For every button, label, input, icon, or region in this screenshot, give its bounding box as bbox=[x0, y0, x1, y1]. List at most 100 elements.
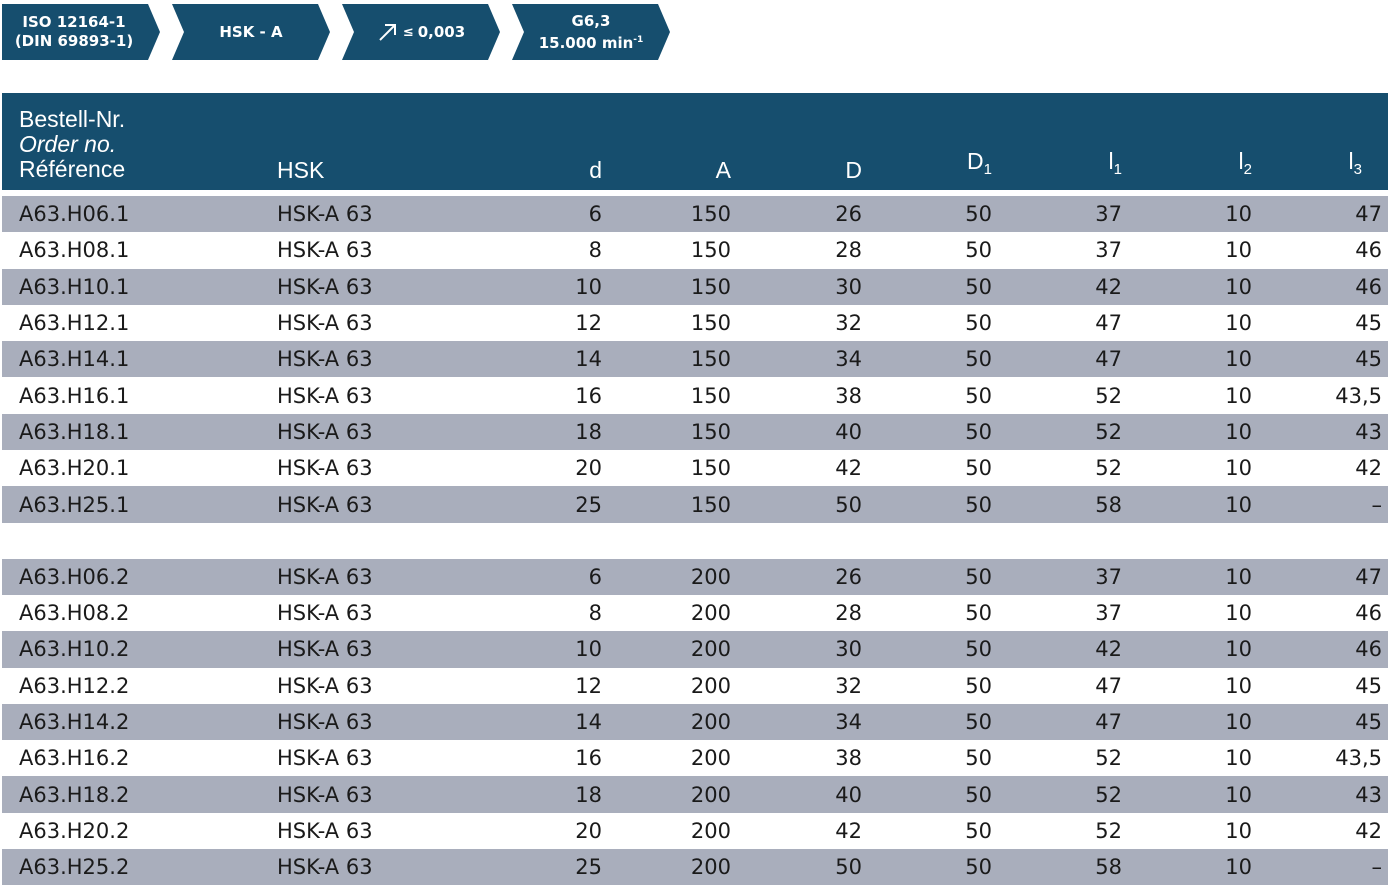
cell-l2: 10 bbox=[1225, 383, 1252, 408]
table-row: A63.H08.2 HSK-A 63 8 200 28 50 37 10 46 bbox=[2, 595, 1388, 631]
cell-D1: 50 bbox=[965, 492, 992, 517]
balance-badge: G6,3 15.000 min-1 bbox=[512, 4, 670, 60]
cell-D: 40 bbox=[835, 782, 862, 807]
cell-D1: 50 bbox=[965, 782, 992, 807]
cell-l2: 10 bbox=[1225, 274, 1252, 299]
cell-l3: 46 bbox=[1355, 274, 1382, 299]
cell-hsk: HSK-A 63 bbox=[277, 782, 373, 807]
runout-symbol: ≤ bbox=[402, 24, 414, 40]
standard-line2: (DIN 69893-1) bbox=[14, 32, 134, 50]
cell-hsk: HSK-A 63 bbox=[277, 456, 373, 481]
cell-l1: 37 bbox=[1095, 238, 1122, 263]
cell-order-no: A63.H10.1 bbox=[19, 274, 130, 299]
cell-hsk: HSK-A 63 bbox=[277, 274, 373, 299]
table-row: A63.H14.1 HSK-A 63 14 150 34 50 47 10 45 bbox=[2, 341, 1388, 378]
cell-A: 200 bbox=[690, 818, 731, 843]
cell-A: 200 bbox=[690, 782, 731, 807]
cell-D: 30 bbox=[835, 274, 862, 299]
table-row: A63.H12.1 HSK-A 63 12 150 32 50 47 10 45 bbox=[2, 305, 1388, 341]
cell-d: 10 bbox=[575, 274, 602, 299]
cell-D1: 50 bbox=[965, 673, 992, 698]
cell-D: 30 bbox=[835, 637, 862, 662]
cell-hsk: HSK-A 63 bbox=[277, 202, 373, 227]
cell-l1: 47 bbox=[1095, 673, 1122, 698]
cell-A: 200 bbox=[690, 710, 731, 734]
cell-l2: 10 bbox=[1225, 637, 1252, 662]
cell-l1: 52 bbox=[1095, 419, 1122, 444]
cell-order-no: A63.H14.1 bbox=[19, 347, 130, 372]
cell-l3: 45 bbox=[1355, 347, 1382, 372]
cell-order-no: A63.H10.2 bbox=[19, 637, 130, 662]
cell-l2: 10 bbox=[1225, 782, 1252, 807]
cell-A: 150 bbox=[690, 383, 731, 408]
cell-A: 200 bbox=[690, 855, 731, 880]
table-row: A63.H08.1 HSK-A 63 8 150 28 50 37 10 46 bbox=[2, 232, 1388, 268]
cell-D1: 50 bbox=[965, 746, 992, 771]
table-row: A63.H25.2 HSK-A 63 25 200 50 50 58 10 – bbox=[2, 849, 1388, 886]
cell-l3: – bbox=[1371, 855, 1383, 880]
cell-d: 14 bbox=[575, 347, 602, 372]
cell-A: 200 bbox=[690, 564, 731, 589]
header-order-no: Bestell-Nr. Order no. Référence bbox=[19, 106, 126, 182]
cell-l1: 58 bbox=[1095, 855, 1122, 880]
cell-d: 16 bbox=[575, 383, 602, 408]
cell-A: 150 bbox=[690, 238, 731, 263]
cell-A: 200 bbox=[690, 673, 731, 698]
cell-l2: 10 bbox=[1225, 419, 1252, 444]
cell-D1: 50 bbox=[965, 383, 992, 408]
cell-A: 150 bbox=[690, 311, 731, 336]
cell-D1: 50 bbox=[965, 238, 992, 263]
cell-D1: 50 bbox=[965, 419, 992, 444]
cell-l1: 42 bbox=[1095, 274, 1122, 299]
cell-l3: 43,5 bbox=[1335, 746, 1382, 771]
cell-D1: 50 bbox=[965, 456, 992, 481]
cell-A: 150 bbox=[690, 347, 731, 372]
cell-l1: 52 bbox=[1095, 818, 1122, 843]
cell-D1: 50 bbox=[965, 347, 992, 372]
table-row: A63.H25.1 HSK-A 63 25 150 50 50 58 10 – bbox=[2, 486, 1388, 523]
header-d: d bbox=[589, 157, 602, 183]
table-group-200: A63.H06.2 HSK-A 63 6 200 26 50 37 10 47 A63.H08.2… bbox=[2, 558, 1388, 886]
cell-l2: 10 bbox=[1225, 347, 1252, 372]
cell-l3: 45 bbox=[1355, 673, 1382, 698]
runout-arrow-icon bbox=[377, 21, 399, 43]
cell-hsk: HSK-A 63 bbox=[277, 238, 373, 263]
table-row: A63.H16.1 HSK-A 63 16 150 38 50 52 10 43,5 bbox=[2, 377, 1388, 413]
cell-order-no: A63.H16.1 bbox=[19, 383, 130, 408]
header-D: D bbox=[845, 157, 862, 183]
cell-l3: 47 bbox=[1355, 202, 1382, 227]
cell-d: 25 bbox=[575, 492, 602, 517]
cell-l3: 43 bbox=[1355, 419, 1382, 444]
cell-order-no: A63.H25.1 bbox=[19, 492, 130, 517]
cell-order-no: A63.H12.2 bbox=[19, 673, 130, 698]
cell-hsk: HSK-A 63 bbox=[277, 637, 373, 662]
cell-l2: 10 bbox=[1225, 601, 1252, 626]
table-row: A63.H10.1 HSK-A 63 10 150 30 50 42 10 46 bbox=[2, 268, 1388, 305]
cell-l1: 37 bbox=[1095, 202, 1122, 227]
cell-l3: 42 bbox=[1355, 818, 1382, 843]
cell-l3: 43 bbox=[1355, 782, 1382, 807]
cell-l2: 10 bbox=[1225, 456, 1252, 481]
cell-D: 28 bbox=[835, 238, 862, 263]
cell-order-no: A63.H06.1 bbox=[19, 202, 130, 227]
header-l3: l3 bbox=[1348, 148, 1362, 178]
table-row: A63.H16.2 HSK-A 63 16 200 38 50 52 10 43,5 bbox=[2, 740, 1388, 776]
table-group-150: A63.H06.1 HSK-A 63 6 150 26 50 37 10 47 A63.H08.1… bbox=[2, 196, 1388, 523]
cell-hsk: HSK-A 63 bbox=[277, 746, 373, 771]
cell-l2: 10 bbox=[1225, 202, 1252, 227]
cell-d: 12 bbox=[575, 673, 602, 698]
cell-d: 10 bbox=[575, 637, 602, 662]
cell-d: 6 bbox=[588, 564, 602, 589]
cell-D: 34 bbox=[835, 710, 862, 734]
product-table: Bestell-Nr. Order no. Référence HSK d A … bbox=[2, 93, 1388, 886]
cell-l1: 52 bbox=[1095, 746, 1122, 771]
cell-D: 50 bbox=[835, 492, 862, 517]
cell-hsk: HSK-A 63 bbox=[277, 383, 373, 408]
cell-order-no: A63.H12.1 bbox=[19, 311, 130, 336]
table-row: A63.H06.2 HSK-A 63 6 200 26 50 37 10 47 bbox=[2, 558, 1388, 595]
cell-l1: 42 bbox=[1095, 637, 1122, 662]
cell-D: 26 bbox=[835, 564, 862, 589]
cell-l2: 10 bbox=[1225, 710, 1252, 734]
cell-l3: 43,5 bbox=[1335, 383, 1382, 408]
cell-hsk: HSK-A 63 bbox=[277, 419, 373, 444]
